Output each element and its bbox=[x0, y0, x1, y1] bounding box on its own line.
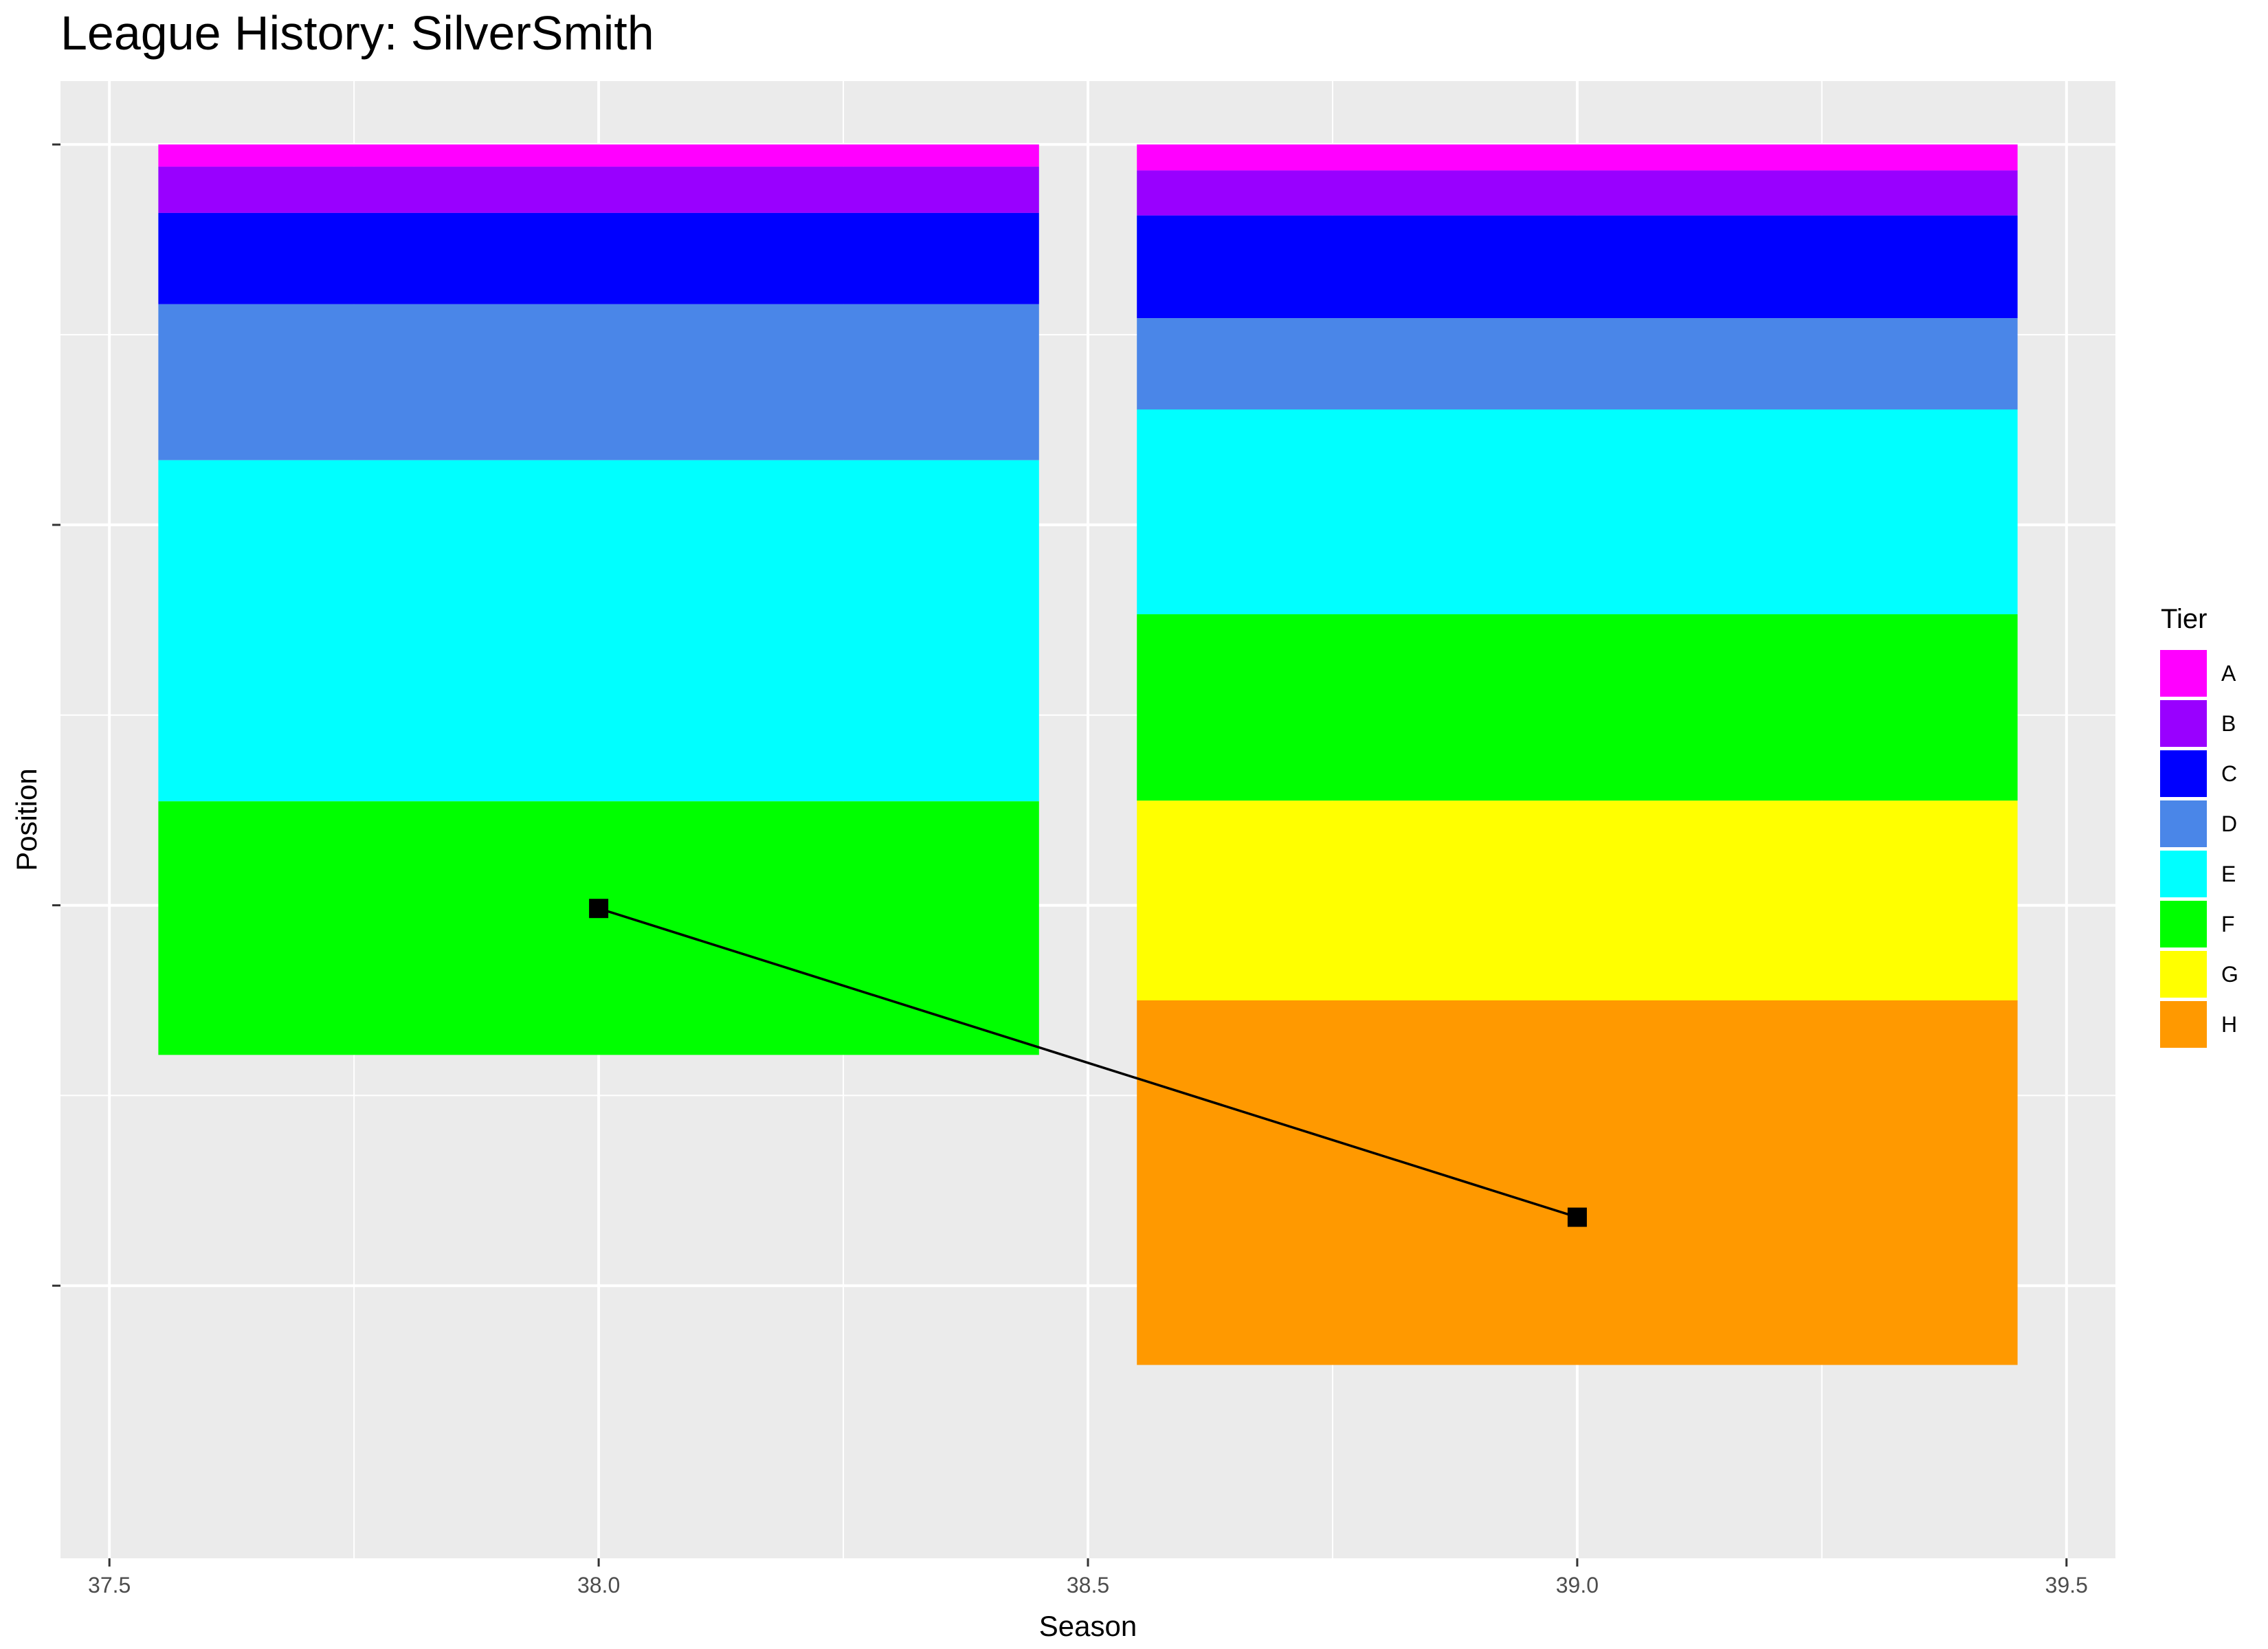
x-tick-label: 37.5 bbox=[88, 1573, 131, 1597]
legend-label-c: C bbox=[2221, 761, 2237, 786]
legend-label-h: H bbox=[2221, 1012, 2237, 1037]
tier-bar-d-season-38 bbox=[158, 304, 1039, 460]
x-tick-label: 38.5 bbox=[1067, 1573, 1109, 1597]
legend-key-b bbox=[2159, 699, 2208, 748]
axis-layer: 37.5 38.0 38.5 39.0 39.5 bbox=[52, 143, 2088, 1597]
position-line-layer bbox=[589, 899, 1587, 1227]
y-axis-title: Position bbox=[10, 768, 43, 871]
tier-bar-a-season-38 bbox=[158, 144, 1039, 167]
legend-key-a bbox=[2159, 649, 2208, 698]
position-marker bbox=[1567, 1207, 1587, 1227]
tier-bar-f-season-39 bbox=[1137, 614, 2018, 801]
tier-bar-c-season-39 bbox=[1137, 215, 2018, 319]
chart-title: League History: SilverSmith bbox=[60, 6, 654, 60]
legend-key-d bbox=[2159, 799, 2208, 849]
tier-bar-b-season-38 bbox=[158, 166, 1039, 213]
tier-bar-e-season-38 bbox=[158, 460, 1039, 802]
legend-label-a: A bbox=[2221, 661, 2236, 686]
tier-bar-f-season-38 bbox=[158, 801, 1039, 1055]
tier-bar-c-season-38 bbox=[158, 212, 1039, 304]
legend-key-f bbox=[2159, 899, 2208, 949]
legend-label-f: F bbox=[2221, 912, 2235, 936]
position-line bbox=[598, 907, 1578, 1219]
tier-bar-b-season-39 bbox=[1137, 170, 2018, 216]
position-marker bbox=[589, 899, 609, 919]
x-axis-title: Season bbox=[1039, 1610, 1137, 1642]
x-tick-label: 39.5 bbox=[2045, 1573, 2088, 1597]
tier-bar-a-season-39 bbox=[1137, 144, 2018, 171]
legend-label-e: E bbox=[2221, 862, 2236, 886]
tier-bar-h-season-39 bbox=[1137, 1000, 2018, 1365]
legend-key-g bbox=[2159, 950, 2208, 999]
x-tick-label: 38.0 bbox=[577, 1573, 620, 1597]
legend-key-c bbox=[2159, 749, 2208, 798]
tier-bar-g-season-39 bbox=[1137, 800, 2018, 1000]
legend-label-g: G bbox=[2221, 962, 2238, 987]
tier-bar-e-season-39 bbox=[1137, 409, 2018, 615]
legend-title: Tier bbox=[2161, 604, 2207, 634]
tier-bar-d-season-39 bbox=[1137, 318, 2018, 410]
legend-key-h bbox=[2159, 1000, 2208, 1049]
legend-label-b: B bbox=[2221, 711, 2236, 736]
legend-label-d: D bbox=[2221, 811, 2237, 836]
x-tick-label: 39.0 bbox=[1556, 1573, 1599, 1597]
bars-layer bbox=[158, 144, 2018, 1365]
legend-key-e bbox=[2159, 849, 2208, 899]
